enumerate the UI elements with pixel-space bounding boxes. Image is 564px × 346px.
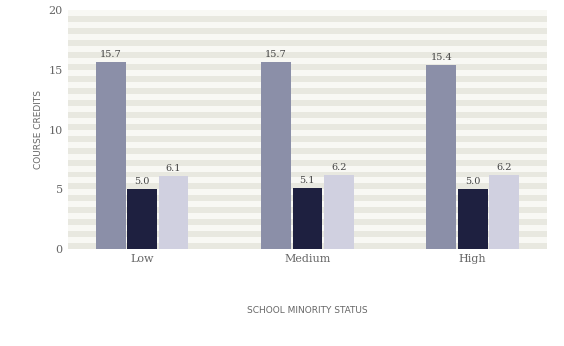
Text: 5.0: 5.0 [465, 177, 481, 186]
Bar [68, 172, 547, 177]
X-axis label: SCHOOL MINORITY STATUS: SCHOOL MINORITY STATUS [247, 306, 368, 315]
Bar [68, 189, 547, 195]
Bar [68, 219, 547, 225]
Bar [68, 154, 547, 160]
Bar [68, 112, 547, 118]
Bar [68, 231, 547, 237]
Text: 5.1: 5.1 [299, 176, 315, 185]
Bar [68, 64, 547, 70]
Bar [68, 213, 547, 219]
Bar [68, 100, 547, 106]
Bar [68, 207, 547, 213]
Bar [68, 160, 547, 165]
Text: 6.1: 6.1 [166, 164, 181, 173]
Bar [68, 177, 547, 183]
Bar [68, 88, 547, 94]
Bar [68, 136, 547, 142]
Bar [68, 52, 547, 58]
Bar [68, 243, 547, 249]
Bar [68, 195, 547, 201]
Text: 5.0: 5.0 [134, 177, 150, 186]
Bar [458, 190, 487, 249]
Bar [68, 124, 547, 130]
Text: 15.4: 15.4 [430, 53, 452, 62]
Bar [68, 22, 547, 28]
Bar [426, 65, 456, 249]
Bar [489, 175, 519, 249]
Bar [68, 183, 547, 190]
Bar [68, 16, 547, 22]
Bar [68, 225, 547, 231]
Bar [68, 70, 547, 76]
Bar [68, 142, 547, 148]
Bar [68, 106, 547, 112]
Bar [68, 46, 547, 52]
Text: 6.2: 6.2 [331, 163, 346, 172]
Text: 15.7: 15.7 [100, 50, 121, 59]
Bar [261, 62, 291, 249]
Bar [68, 165, 547, 172]
Text: 15.7: 15.7 [265, 50, 287, 59]
Bar [96, 62, 126, 249]
Bar [324, 175, 354, 249]
Y-axis label: COURSE CREDITS: COURSE CREDITS [34, 90, 43, 169]
Bar [293, 188, 322, 249]
Bar [68, 10, 547, 16]
Bar [68, 201, 547, 207]
Bar [68, 58, 547, 64]
Text: 6.2: 6.2 [496, 163, 512, 172]
Bar [68, 28, 547, 34]
Bar [68, 130, 547, 136]
Bar [68, 40, 547, 46]
Bar [158, 176, 188, 249]
Bar [68, 148, 547, 154]
Bar [68, 76, 547, 82]
Bar [68, 237, 547, 243]
Bar [68, 118, 547, 124]
Bar [68, 82, 547, 88]
Bar [68, 94, 547, 100]
Bar [68, 34, 547, 40]
Bar [127, 190, 157, 249]
